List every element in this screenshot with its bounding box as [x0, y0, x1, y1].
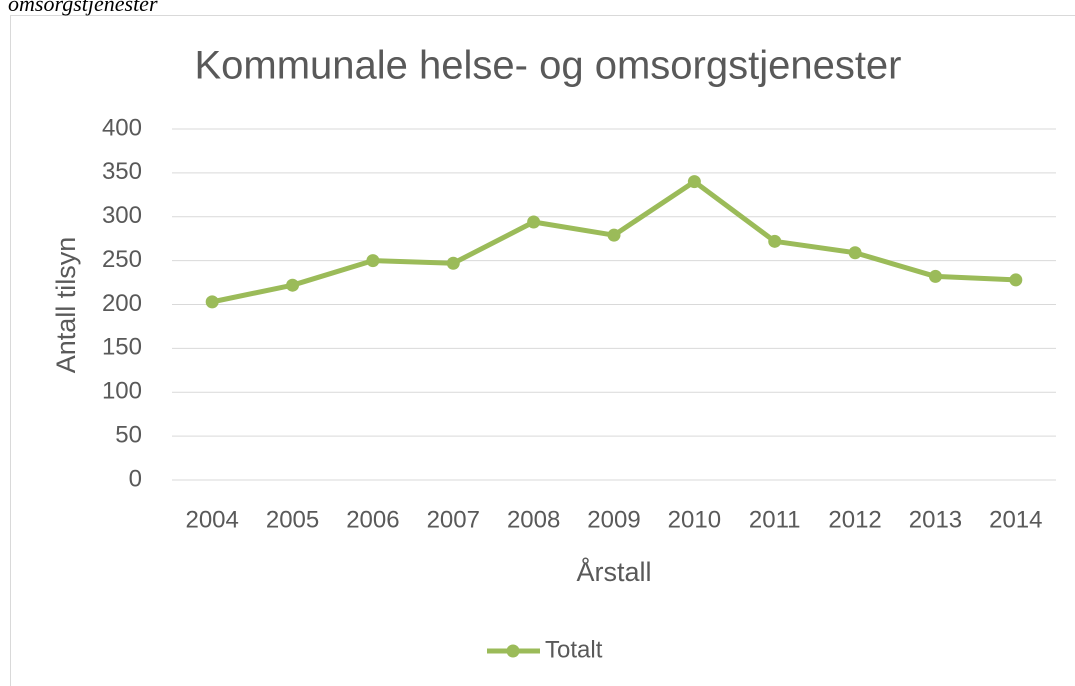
- data-point: [607, 228, 621, 242]
- data-point: [687, 175, 701, 189]
- y-tick-label: 0: [129, 465, 142, 492]
- x-tick-label: 2004: [185, 506, 238, 533]
- y-tick-label: 350: [102, 158, 142, 185]
- data-point: [848, 246, 862, 260]
- data-point: [527, 215, 541, 229]
- x-axis-label: Årstall: [576, 556, 651, 587]
- x-tick-label: 2005: [266, 506, 319, 533]
- y-tick-label: 200: [102, 290, 142, 317]
- y-axis-label: Antall tilsyn: [51, 237, 81, 374]
- x-tick-label: 2009: [587, 506, 640, 533]
- x-tick-label: 2007: [427, 506, 480, 533]
- data-point: [366, 254, 380, 268]
- y-tick-label: 50: [115, 421, 142, 448]
- chart-frame: [10, 15, 1075, 686]
- x-tick-label: 2011: [749, 506, 801, 533]
- data-point: [928, 269, 942, 283]
- x-tick-label: 2014: [989, 506, 1042, 533]
- data-point: [768, 234, 782, 248]
- data-point: [286, 278, 300, 292]
- data-point: [1009, 273, 1023, 287]
- x-tick-label: 2012: [828, 506, 881, 533]
- legend-label: Totalt: [545, 636, 603, 663]
- y-tick-label: 250: [102, 246, 142, 273]
- x-tick-label: 2010: [668, 506, 721, 533]
- y-tick-label: 300: [102, 202, 142, 229]
- caption: omsorgstjenester: [8, 0, 158, 16]
- y-tick-label: 400: [102, 114, 142, 141]
- x-tick-label: 2006: [346, 506, 399, 533]
- data-point: [205, 295, 219, 309]
- legend-marker: [506, 644, 520, 658]
- x-tick-label: 2013: [909, 506, 962, 533]
- y-tick-label: 100: [102, 378, 142, 405]
- x-tick-label: 2008: [507, 506, 560, 533]
- chart-title: Kommunale helse- og omsorgstjenester: [194, 44, 901, 88]
- data-point: [446, 256, 460, 270]
- y-tick-label: 150: [102, 334, 142, 361]
